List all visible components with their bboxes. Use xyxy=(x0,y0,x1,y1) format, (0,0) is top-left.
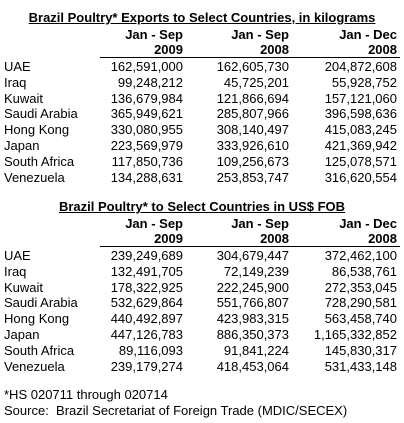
cell-value: 239,249,689 xyxy=(110,248,183,263)
cell-value: 333,926,610 xyxy=(216,138,289,153)
row-label: Iraq xyxy=(4,74,27,90)
row-label: UAE xyxy=(4,248,31,263)
cell-value: 239,179,274 xyxy=(110,358,183,374)
cell-value: 308,140,497 xyxy=(216,122,289,138)
row-label: Iraq xyxy=(4,263,27,279)
row-label: Venezuela xyxy=(4,358,65,374)
cell-value: 162,605,730 xyxy=(216,59,289,74)
header-rule xyxy=(100,57,400,58)
cell-value: 563,458,740 xyxy=(324,311,397,327)
cell-value: 91,841,224 xyxy=(223,342,289,358)
cell-value: 223,569,979 xyxy=(110,138,183,153)
column-period: Jan - Sep xyxy=(125,27,183,42)
cell-value: 440,492,897 xyxy=(110,311,183,327)
column-year: 2009 xyxy=(154,42,183,57)
cell-value: 89,116,093 xyxy=(118,342,183,358)
row-label: Saudi Arabia xyxy=(4,106,78,122)
footnote: Source: Brazil Secretariat of Foreign Tr… xyxy=(4,403,348,418)
cell-value: 365,949,621 xyxy=(110,106,183,122)
cell-value: 134,288,631 xyxy=(110,169,183,185)
cell-value: 285,807,966 xyxy=(216,106,289,122)
cell-value: 222,245,900 xyxy=(216,279,289,295)
row-label: Japan xyxy=(4,138,40,153)
row-label: Saudi Arabia xyxy=(4,295,78,311)
header-rule xyxy=(100,246,400,247)
row-label: Venezuela xyxy=(4,169,65,185)
row-label: Kuwait xyxy=(4,90,44,106)
column-period: Jan - Sep xyxy=(125,216,183,231)
cell-value: 45,725,201 xyxy=(223,74,289,90)
row-label: Japan xyxy=(4,327,40,342)
cell-value: 447,126,783 xyxy=(110,327,183,342)
cell-value: 253,853,747 xyxy=(216,169,289,185)
table-title: Brazil Poultry* Exports to Select Countr… xyxy=(28,10,376,25)
cell-value: 121,866,694 xyxy=(216,90,289,106)
table-title: Brazil Poultry* to Select Countries in U… xyxy=(58,199,346,214)
column-year: 2008 xyxy=(260,42,289,57)
cell-value: 86,538,761 xyxy=(331,263,397,279)
column-year: 2009 xyxy=(154,231,183,246)
column-period: Jan - Dec xyxy=(339,216,397,231)
cell-value: 72,149,239 xyxy=(223,263,289,279)
cell-value: 136,679,984 xyxy=(110,90,183,106)
cell-value: 372,462,100 xyxy=(324,248,397,263)
cell-value: 418,453,064 xyxy=(216,358,289,374)
cell-value: 415,083,245 xyxy=(324,122,397,138)
cell-value: 1,165,332,852 xyxy=(313,327,397,342)
row-label: South Africa xyxy=(4,153,75,169)
cell-value: 421,369,942 xyxy=(324,138,397,153)
cell-value: 551,766,807 xyxy=(216,295,289,311)
column-period: Jan - Sep xyxy=(231,27,289,42)
cell-value: 531,433,148 xyxy=(324,358,397,374)
cell-value: 157,121,060 xyxy=(324,90,397,106)
cell-value: 132,491,705 xyxy=(110,263,183,279)
cell-value: 272,353,045 xyxy=(324,279,397,295)
cell-value: 109,256,673 xyxy=(216,153,289,169)
cell-value: 204,872,608 xyxy=(324,59,397,74)
cell-value: 55,928,752 xyxy=(331,74,397,90)
cell-value: 162,591,000 xyxy=(110,59,183,74)
cell-value: 396,598,636 xyxy=(324,106,397,122)
cell-value: 125,078,571 xyxy=(324,153,397,169)
cell-value: 886,350,373 xyxy=(216,327,289,342)
row-label: Hong Kong xyxy=(4,122,70,138)
cell-value: 117,850,736 xyxy=(111,153,183,169)
cell-value: 99,248,212 xyxy=(117,74,183,90)
column-period: Jan - Sep xyxy=(231,216,289,231)
cell-value: 316,620,554 xyxy=(324,169,397,185)
row-label: Hong Kong xyxy=(4,311,70,327)
cell-value: 728,290,581 xyxy=(324,295,397,311)
row-label: South Africa xyxy=(4,342,75,358)
column-year: 2008 xyxy=(368,42,397,57)
column-year: 2008 xyxy=(368,231,397,246)
footnote: *HS 020711 through 020714 xyxy=(4,387,168,402)
cell-value: 532,629,864 xyxy=(110,295,183,311)
cell-value: 330,080,955 xyxy=(110,122,183,138)
cell-value: 423,983,315 xyxy=(216,311,289,327)
column-period: Jan - Dec xyxy=(339,27,397,42)
row-label: Kuwait xyxy=(4,279,44,295)
column-year: 2008 xyxy=(260,231,289,246)
cell-value: 304,679,447 xyxy=(216,248,289,263)
row-label: UAE xyxy=(4,59,31,74)
cell-value: 178,322,925 xyxy=(110,279,183,295)
cell-value: 145,830,317 xyxy=(324,342,397,358)
